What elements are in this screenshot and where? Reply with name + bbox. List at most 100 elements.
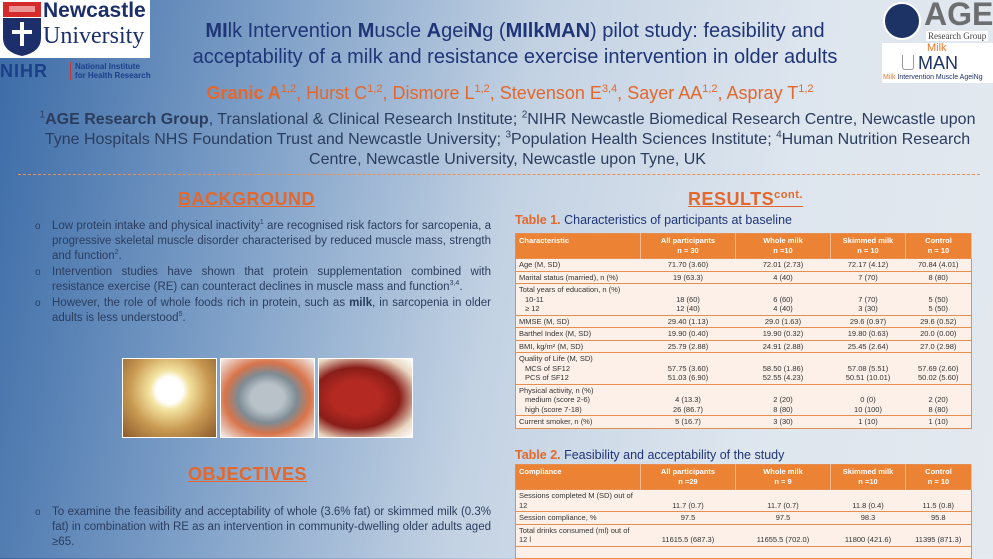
newcastle-university-logo: Newcastle University — [0, 0, 150, 58]
table-row: Quality of Life (M, SD) MCS of SF12 PCS of… — [515, 352, 972, 384]
table-cell: 2 (20) 8 (80) — [735, 383, 831, 416]
table-cell: 29.40 (1.13) — [640, 314, 736, 328]
table-row: Marital status (married), n (%) 19 (63.3)… — [515, 270, 972, 284]
table-cell: 19.80 (0.63) — [830, 327, 906, 340]
objectives-list: To examine the feasibility and acceptabi… — [35, 505, 491, 551]
cell-line: 1 (10) — [858, 417, 878, 426]
author-name: Stevenson E — [499, 83, 602, 103]
author-affil-sup: 3,4 — [601, 83, 618, 95]
table-cell: 11.8 (0.4) — [830, 489, 906, 512]
objectives-heading: OBJECTIVES — [188, 464, 308, 484]
cell-line: 4 (40) — [773, 304, 793, 313]
header-line: Compliance — [519, 467, 562, 476]
column-header: Compliance — [515, 464, 641, 490]
cell-line: 50.02 (5.60) — [918, 373, 959, 382]
title-part: g ( — [482, 20, 506, 42]
table-cell — [905, 545, 972, 559]
header-line: n =29 — [678, 477, 698, 486]
cell-line: 98.3 — [860, 513, 876, 522]
header-line: n = 10 — [857, 246, 879, 255]
cell-line: 27.0 (2.98) — [920, 341, 957, 351]
table-row: Barthel Index (M, SD) 19.90 (0.40) 19.90 (… — [515, 327, 972, 340]
nihr-logo: NIHR — [0, 61, 48, 81]
title-part: A — [426, 20, 442, 42]
table-cell: 11655.5 (702.0) — [735, 523, 831, 546]
cell-line: Age (M, SD) — [519, 260, 561, 269]
milkman-top: Milk — [927, 42, 947, 54]
cell-line: 26 (86.7) — [672, 404, 704, 414]
table-cell: 4 (13.3) 26 (86.7) — [640, 383, 736, 416]
cell-line: 29.0 (1.63) — [764, 316, 802, 326]
author-name: Granic A — [206, 83, 281, 103]
table-cell: 11.7 (0.7) — [735, 489, 831, 512]
affil-text: Human Nutrition Research Centre, Newcast… — [309, 131, 971, 168]
cell-line: 11615.5 (687.3) — [661, 535, 715, 544]
glass-icon — [902, 55, 914, 70]
cell-line: 97.5 — [680, 513, 696, 522]
table-row: Age (M, SD) 71.70 (3.60) 72.01 (2.73) 72.17… — [515, 258, 972, 271]
cell-line: MCS of SF12 — [525, 363, 571, 373]
table-cell: 11800 (421.6) — [830, 523, 906, 546]
table-header-row: Compliance All participants n =29 Whole mil… — [515, 464, 972, 490]
title-part: M — [357, 20, 375, 42]
author-name: Sayer AA — [627, 83, 703, 103]
ref: 1 — [259, 219, 264, 227]
author: Granic A1,2, — [206, 83, 307, 103]
column-header: Control n = 10 — [905, 464, 972, 490]
cell-line: 52.55 (4.23) — [762, 373, 804, 382]
header-line: n =10 — [773, 246, 793, 255]
affil-text: NIHR Newcastle Biomedical Research Centr… — [44, 111, 976, 148]
table-cell: 11.7 (0.7) — [640, 489, 736, 512]
table-cell: 1 (10) — [905, 415, 972, 428]
cell-line: 29.6 (0.97) — [849, 316, 887, 326]
author-affil-sup: 1,2 — [474, 83, 490, 95]
ref: 3,4 — [449, 280, 460, 288]
cell-line: BMI, kg/m² (M, SD) — [519, 341, 584, 351]
table-cell: 72.17 (4.12) — [830, 258, 906, 271]
header-line: Skimmed milk — [842, 236, 894, 245]
cell-line: 11.7 (0.7) — [767, 500, 799, 510]
cell-line: 4 (13.3) — [675, 395, 701, 404]
text: Low protein intake and physical inactivi… — [52, 220, 260, 232]
affil-text: Population Health Sciences Institute; — [511, 131, 777, 148]
baseline-characteristics-table: Characteristic All participants n = 30 Whol… — [515, 233, 972, 429]
table-cell: 7 (70) 3 (30) — [830, 283, 906, 315]
cell-line: Marital status (married), n (%) — [519, 272, 619, 282]
cell-line: 25.79 (2.88) — [667, 341, 709, 351]
cell-line: 6 (60) — [773, 294, 793, 304]
table-cell: 3 (30) — [735, 415, 831, 428]
cell-line: 10-11 — [525, 294, 544, 304]
table1-caption: Table 1. Characteristics of participants… — [515, 213, 792, 228]
cell-line: Total years of education, n (%) — [519, 285, 621, 294]
cell-line: Session compliance, % — [519, 513, 597, 522]
cell-line: Total drinks consumed (ml) out of 12 l — [519, 525, 630, 545]
cell-line: MMSE (M, SD) — [519, 316, 570, 326]
table-cell: 4 (40) — [735, 270, 831, 284]
affil-sup: 4 — [776, 129, 782, 141]
row-label: Quality of Life (M, SD) MCS of SF12 PCS of… — [515, 352, 641, 384]
cell-line: Sessions completed M (SD) out of 12 — [519, 491, 633, 510]
cell-line: 72.01 (2.73) — [762, 260, 804, 269]
row-label: Barthel Index (M, SD) — [515, 327, 641, 340]
table-cell: 25.79 (2.88) — [640, 339, 736, 353]
cell-line: 18 (60) — [676, 294, 700, 304]
header-line: Whole milk — [763, 467, 803, 476]
table-row: Total drinks consumed (ml) out of 12 l 11… — [515, 523, 972, 546]
background-bullet: However, the role of whole foods rich in… — [35, 296, 491, 326]
table-cell: 11395 (871.3) — [905, 523, 972, 546]
fish-image — [220, 358, 315, 438]
table-cell — [735, 545, 831, 559]
cell-line: Barthel Index (M, SD) — [519, 329, 592, 338]
title-part: ) pilot study: feasibility and acceptabi… — [192, 20, 838, 68]
cell-line: Quality of Life (M, SD) — [519, 354, 593, 363]
table2-label: Table 2. — [515, 448, 561, 462]
table-cell: 72.01 (2.73) — [735, 258, 831, 271]
table-cell: 5 (16.7) — [640, 415, 736, 428]
cell-line: 50.51 (10.01) — [845, 373, 891, 382]
background-bullet: Intervention studies have shown that pro… — [35, 265, 491, 295]
cell-line: 11.8 (0.4) — [852, 500, 884, 510]
header-line: Control — [925, 236, 952, 245]
author-name: Hurst C — [306, 83, 368, 103]
header-line: All participants — [660, 467, 716, 476]
table-cell: 98.3 — [830, 511, 906, 524]
